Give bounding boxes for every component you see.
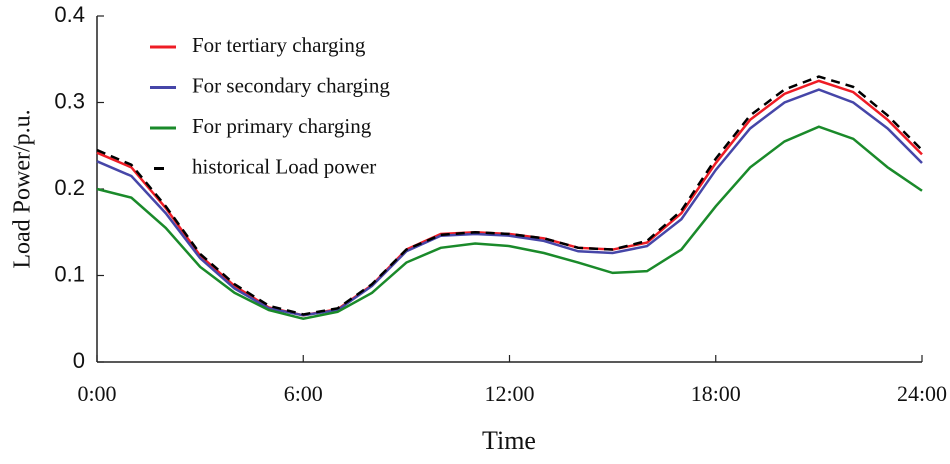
y-tick-label: 0 — [73, 348, 85, 373]
x-axis-label: Time — [482, 426, 536, 455]
x-tick-label: 0:00 — [77, 381, 116, 406]
series-line — [96, 88, 923, 317]
legend-label: For primary charging — [192, 114, 372, 138]
y-tick-label: 0.4 — [54, 2, 85, 27]
legend-label: For secondary charging — [192, 73, 390, 97]
x-tick-label: 18:00 — [691, 381, 741, 406]
y-tick-label: 0.2 — [54, 175, 85, 200]
y-tick-label: 0.1 — [54, 261, 85, 286]
legend-label: historical Load power — [192, 154, 376, 178]
y-axis-label: Load Power/p.u. — [10, 109, 36, 268]
series-line — [96, 75, 923, 316]
x-tick-label: 12:00 — [484, 381, 534, 406]
y-tick-label: 0.3 — [54, 88, 85, 113]
x-tick-label: 6:00 — [284, 381, 323, 406]
series-line — [96, 125, 923, 321]
x-tick-label: 24:00 — [897, 381, 947, 406]
legend-label: For tertiary charging — [192, 33, 366, 57]
